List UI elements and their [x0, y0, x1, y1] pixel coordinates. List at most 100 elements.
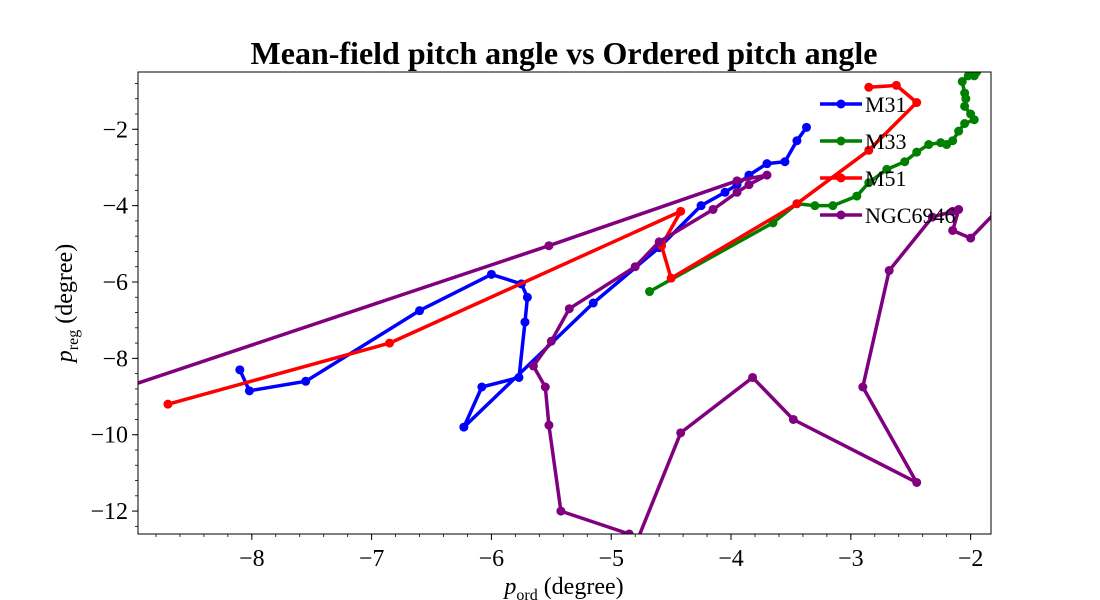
data-point-ngc6946-27: [966, 233, 976, 243]
data-point-m31-17: [762, 159, 772, 169]
data-point-m51-2: [676, 206, 686, 216]
data-point-m33-13: [948, 136, 958, 146]
data-point-m33-15: [960, 119, 970, 129]
plot-frame: [137, 71, 992, 535]
legend-marker-m51: [836, 173, 846, 183]
data-point-ngc6946-1: [544, 241, 554, 251]
data-point-m31-18: [780, 157, 790, 167]
chart-title: Mean-field pitch angle vs Ordered pitch …: [251, 35, 878, 71]
x-tick-label-5: −3: [838, 546, 864, 572]
data-point-ngc6946-10: [546, 336, 556, 346]
data-point-m51-5: [792, 199, 802, 209]
legend-label-m31: M31: [865, 92, 907, 117]
data-point-m33-9: [912, 147, 922, 157]
series-line-ngc6946: [138, 173, 991, 534]
series-line-m33: [648, 72, 979, 294]
data-point-m31-0: [235, 365, 245, 375]
data-point-m31-13: [696, 201, 706, 211]
data-point-m31-3: [415, 306, 425, 316]
data-point-m51-4: [666, 273, 676, 283]
legend-marker-m31: [836, 99, 846, 109]
data-point-m33-4: [828, 201, 838, 211]
data-point-ngc6946-9: [564, 304, 574, 314]
x-axis-label-base: p: [502, 574, 516, 600]
series-line-m51: [167, 83, 919, 406]
data-point-ngc6946-18: [748, 372, 758, 382]
data-point-m33-5: [852, 191, 862, 201]
data-point-m51-0: [163, 399, 173, 409]
data-point-ngc6946-21: [858, 382, 868, 392]
x-axis-label-unit: (degree): [538, 574, 624, 600]
legend-marker-ngc6946: [836, 210, 846, 220]
data-point-ngc6946-22: [884, 266, 894, 276]
data-point-ngc6946-26: [948, 225, 958, 235]
x-axis-label-sub: ord: [516, 587, 537, 600]
y-axis-label-base: p: [52, 350, 78, 364]
data-point-m51-8: [891, 80, 901, 90]
data-point-ngc6946-7: [654, 237, 664, 247]
legend-marker-m33: [836, 136, 846, 146]
data-point-m33-10: [924, 140, 934, 150]
data-point-m33-8: [900, 157, 910, 167]
series-ngc6946: [128, 170, 991, 534]
data-point-ngc6946-20: [912, 477, 922, 487]
data-point-m31-10: [459, 422, 469, 432]
x-tick-label-0: −8: [239, 546, 265, 572]
legend-label-ngc6946: NGC6946: [865, 203, 955, 228]
data-point-m31-8: [514, 372, 524, 382]
data-point-m31-9: [477, 382, 487, 392]
data-point-m51-6: [864, 145, 874, 155]
data-point-m33-0: [645, 287, 655, 297]
x-tick-label-1: −7: [359, 546, 385, 572]
data-point-ngc6946-5: [732, 187, 742, 197]
data-point-ngc6946-14: [556, 506, 566, 516]
data-point-m31-11: [588, 298, 598, 308]
y-tick-label-5: −2: [102, 117, 128, 143]
data-point-ngc6946-13: [544, 420, 554, 430]
data-point-m33-20: [960, 88, 970, 98]
data-point-ngc6946-0: [128, 381, 137, 390]
data-point-ngc6946-12: [540, 382, 550, 392]
y-axis-label-sub: reg: [65, 330, 82, 350]
data-point-m31-1: [244, 386, 254, 396]
data-point-ngc6946-3: [762, 170, 772, 180]
data-point-m33-25: [972, 72, 982, 77]
series-layer: [128, 72, 991, 534]
data-point-m31-20: [802, 122, 812, 132]
data-point-m33-3: [810, 201, 820, 211]
data-point-ngc6946-6: [708, 204, 718, 214]
data-point-ngc6946-15: [624, 529, 634, 534]
data-point-m31-19: [792, 136, 802, 146]
data-point-ngc6946-17: [676, 428, 686, 438]
data-point-m33-18: [960, 101, 970, 111]
data-point-m51-1: [385, 338, 395, 348]
data-point-m31-6: [522, 292, 532, 302]
data-point-m31-4: [486, 269, 496, 279]
x-tick-label-4: −4: [718, 546, 744, 572]
data-point-ngc6946-23: [927, 212, 937, 222]
y-tick-label-1: −10: [90, 423, 128, 449]
y-tick-label-0: −12: [90, 499, 128, 525]
data-point-m33-21: [957, 77, 967, 87]
y-tick-label-2: −8: [102, 346, 128, 372]
y-tick-label-3: −6: [102, 270, 128, 296]
y-tick-label-4: −4: [102, 194, 128, 220]
data-point-m31-14: [720, 187, 730, 197]
series-m31: [235, 122, 812, 432]
legend-label-m33: M33: [865, 129, 907, 154]
data-point-ngc6946-2: [732, 176, 742, 186]
data-point-ngc6946-11: [528, 361, 538, 371]
x-tick-label-6: −2: [958, 546, 984, 572]
data-point-m33-7: [882, 164, 892, 174]
y-axis-label: preg (degree): [52, 244, 82, 364]
series-m33: [645, 72, 982, 297]
series-m51: [163, 80, 922, 409]
data-point-m33-6: [864, 178, 874, 188]
data-point-m51-9: [864, 82, 874, 92]
x-tick-label-3: −5: [598, 546, 624, 572]
data-point-m31-2: [301, 376, 311, 386]
x-axis-label: pord (degree): [502, 574, 623, 600]
data-point-m51-7: [912, 98, 922, 108]
series-line-m31: [238, 126, 808, 429]
